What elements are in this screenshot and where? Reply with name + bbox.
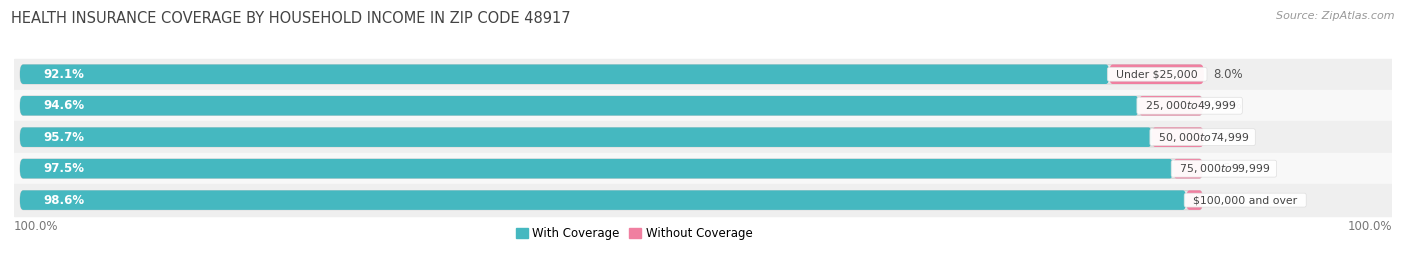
Bar — [14, 90, 1392, 122]
Bar — [14, 184, 1392, 216]
FancyBboxPatch shape — [20, 159, 1202, 178]
Text: 98.6%: 98.6% — [44, 194, 84, 207]
Text: $50,000 to $74,999: $50,000 to $74,999 — [1152, 131, 1253, 144]
Text: 95.7%: 95.7% — [44, 131, 84, 144]
Bar — [14, 59, 1392, 90]
Text: 4.4%: 4.4% — [1213, 131, 1243, 144]
FancyBboxPatch shape — [20, 128, 1152, 147]
Text: 8.0%: 8.0% — [1213, 68, 1243, 81]
FancyBboxPatch shape — [20, 96, 1202, 115]
Legend: With Coverage, Without Coverage: With Coverage, Without Coverage — [510, 222, 758, 245]
Text: HEALTH INSURANCE COVERAGE BY HOUSEHOLD INCOME IN ZIP CODE 48917: HEALTH INSURANCE COVERAGE BY HOUSEHOLD I… — [11, 11, 571, 26]
FancyBboxPatch shape — [20, 190, 1187, 210]
Text: 92.1%: 92.1% — [44, 68, 84, 81]
FancyBboxPatch shape — [20, 96, 1139, 115]
FancyBboxPatch shape — [20, 128, 1202, 147]
Text: 100.0%: 100.0% — [1347, 220, 1392, 233]
FancyBboxPatch shape — [20, 65, 1202, 84]
Text: 94.6%: 94.6% — [44, 99, 84, 112]
FancyBboxPatch shape — [1139, 96, 1202, 115]
Text: Source: ZipAtlas.com: Source: ZipAtlas.com — [1277, 11, 1395, 21]
FancyBboxPatch shape — [20, 190, 1202, 210]
FancyBboxPatch shape — [20, 65, 1109, 84]
Text: $100,000 and over: $100,000 and over — [1187, 195, 1305, 205]
FancyBboxPatch shape — [1152, 128, 1204, 147]
Text: $75,000 to $99,999: $75,000 to $99,999 — [1173, 162, 1275, 175]
Text: 5.4%: 5.4% — [1212, 99, 1241, 112]
Text: 97.5%: 97.5% — [44, 162, 84, 175]
FancyBboxPatch shape — [1173, 159, 1202, 178]
Text: $25,000 to $49,999: $25,000 to $49,999 — [1139, 99, 1240, 112]
FancyBboxPatch shape — [1187, 190, 1202, 210]
Text: 2.5%: 2.5% — [1212, 162, 1241, 175]
Bar — [14, 153, 1392, 184]
Text: 100.0%: 100.0% — [14, 220, 59, 233]
FancyBboxPatch shape — [1109, 65, 1204, 84]
Text: 1.4%: 1.4% — [1212, 194, 1241, 207]
FancyBboxPatch shape — [20, 159, 1173, 178]
Text: Under $25,000: Under $25,000 — [1109, 69, 1205, 79]
Bar — [14, 122, 1392, 153]
